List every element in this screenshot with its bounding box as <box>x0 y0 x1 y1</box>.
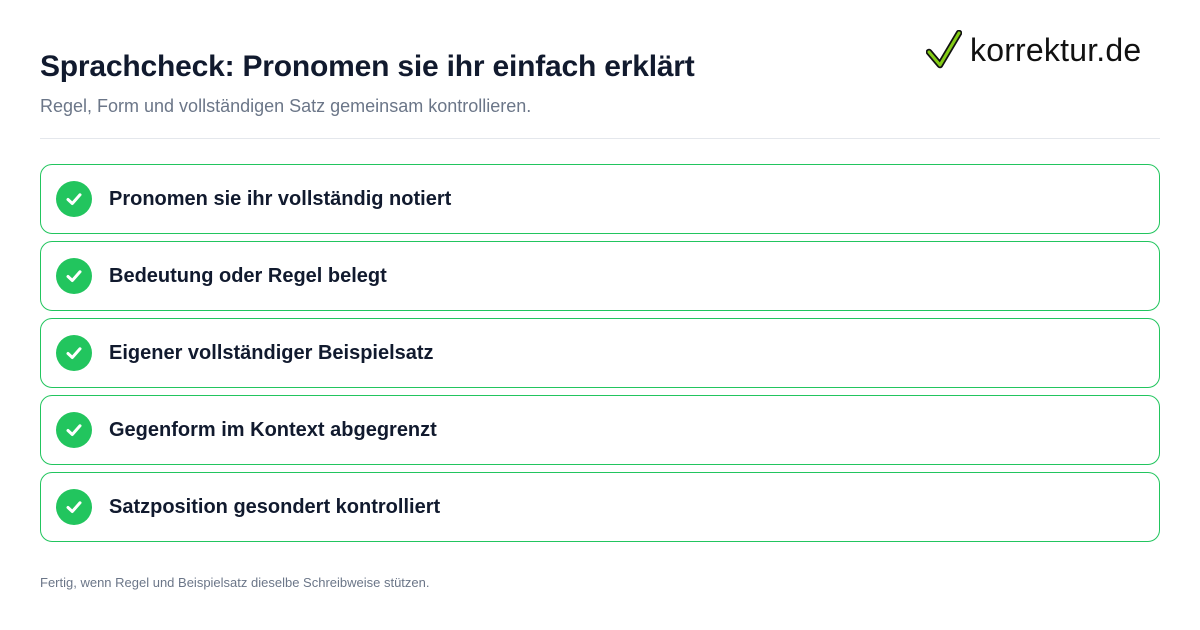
checklist-item: Pronomen sie ihr vollständig notiert <box>40 164 1160 234</box>
brand-logo: korrektur.de <box>926 30 1141 70</box>
page-title: Sprachcheck: Pronomen sie ihr einfach er… <box>40 50 695 83</box>
check-circle-icon <box>56 489 92 525</box>
checklist-item-label: Pronomen sie ihr vollständig notiert <box>109 187 452 210</box>
footer-note: Fertig, wenn Regel und Beispielsatz dies… <box>40 575 430 590</box>
brand-name: korrektur.de <box>970 31 1142 68</box>
checklist-item: Eigener vollständiger Beispielsatz <box>40 318 1160 388</box>
checklist-item-label: Bedeutung oder Regel belegt <box>109 264 387 287</box>
check-circle-icon <box>56 181 92 217</box>
checklist-item: Gegenform im Kontext abgegrenzt <box>40 395 1160 465</box>
page-subtitle: Regel, Form und vollständigen Satz gemei… <box>40 96 532 116</box>
checkmark-icon <box>926 30 962 69</box>
header-divider <box>40 138 1160 139</box>
checklist: Pronomen sie ihr vollständig notiert Bed… <box>40 164 1160 549</box>
checklist-item-label: Gegenform im Kontext abgegrenzt <box>109 418 437 441</box>
checklist-item: Bedeutung oder Regel belegt <box>40 241 1160 311</box>
checklist-item-label: Eigener vollständiger Beispielsatz <box>109 341 434 364</box>
check-circle-icon <box>56 335 92 371</box>
check-circle-icon <box>56 258 92 294</box>
check-circle-icon <box>56 412 92 448</box>
checklist-item: Satzposition gesondert kontrolliert <box>40 472 1160 542</box>
checklist-item-label: Satzposition gesondert kontrolliert <box>109 495 441 518</box>
